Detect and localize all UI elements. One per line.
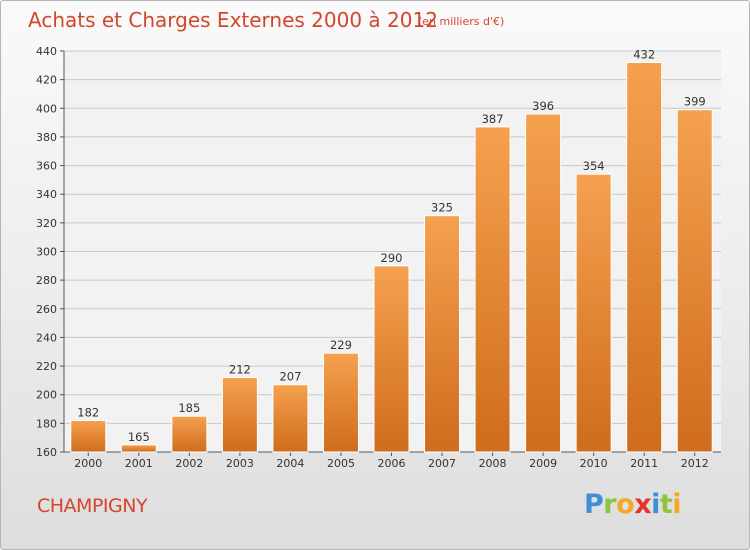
value-label-2012: 399 [684,95,706,109]
logo-letter: o [616,489,635,520]
y-tick-label: 300 [36,246,57,259]
label-layer: 182 165 185 212 207 229 290 325 387 396 354 432 399 [77,47,705,443]
value-label-2007: 325 [431,201,453,215]
bar-2008 [474,126,511,453]
value-label-2002: 185 [178,401,200,415]
proxiti-logo: Proxiti [584,489,682,520]
logo-letter: P [584,489,604,520]
x-tick-label-2006: 2006 [378,457,406,470]
x-tick-label-2009: 2009 [529,457,557,470]
logo-letter: i [672,489,682,520]
x-tick-label-2012: 2012 [681,457,709,470]
value-label-2003: 212 [229,363,251,377]
bar-2001 [120,444,157,453]
y-tick-label: 240 [36,331,57,344]
logo-letter: t [659,489,673,520]
bar-2002 [171,415,208,453]
x-tick-label-2001: 2001 [125,457,153,470]
value-label-2008: 387 [482,112,504,126]
logo-letter: r [603,489,617,520]
y-tick-label: 260 [36,303,57,316]
chart-title: Achats et Charges Externes 2000 à 2012 [28,8,438,32]
bar-2004 [272,384,309,453]
y-tick-label: 320 [36,217,57,230]
x-tick-label-2008: 2008 [479,457,507,470]
y-tick-label: 400 [36,102,57,115]
y-tick-label: 280 [36,274,57,287]
bar-2003 [221,377,258,453]
x-tick-label-2004: 2004 [276,457,304,470]
value-label-2004: 207 [279,370,301,384]
bar-2006 [373,265,410,453]
y-tick-label: 340 [36,188,57,201]
y-tick-label: 200 [36,389,57,402]
commune-name: CHAMPIGNY [37,495,148,517]
x-tick-label-2010: 2010 [580,457,608,470]
y-tick-label: 440 [36,45,57,58]
chart-subtitle: (en milliers d'€) [418,15,504,28]
x-tick-label-2000: 2000 [74,457,102,470]
bar-2011 [626,61,663,453]
value-label-2000: 182 [77,405,99,419]
bar-2009 [525,113,562,453]
y-tick-label: 160 [36,446,57,459]
value-label-2010: 354 [583,159,605,173]
y-tick-label: 220 [36,360,57,373]
value-label-2006: 290 [381,251,403,265]
bar-2012 [676,109,713,453]
logo-letter: x [634,489,652,520]
logo-letter: i [651,489,660,520]
value-label-2009: 396 [532,99,554,113]
bar-2000 [70,419,107,453]
x-tick-label-2007: 2007 [428,457,456,470]
value-label-2011: 432 [633,47,655,61]
bar-2010 [575,173,612,453]
x-tick-label-2011: 2011 [630,457,658,470]
y-tick-label: 380 [36,131,57,144]
x-tick-label-2003: 2003 [226,457,254,470]
y-tick-label: 360 [36,160,57,173]
value-label-2005: 229 [330,338,352,352]
x-tick-label-2005: 2005 [327,457,355,470]
bar-2007 [424,215,461,453]
bar-2005 [322,352,359,453]
y-tick-label: 420 [36,74,57,87]
y-tick-label: 180 [36,417,57,430]
bar-layer [70,61,713,453]
x-tick-label-2002: 2002 [175,457,203,470]
value-label-2001: 165 [128,430,150,444]
